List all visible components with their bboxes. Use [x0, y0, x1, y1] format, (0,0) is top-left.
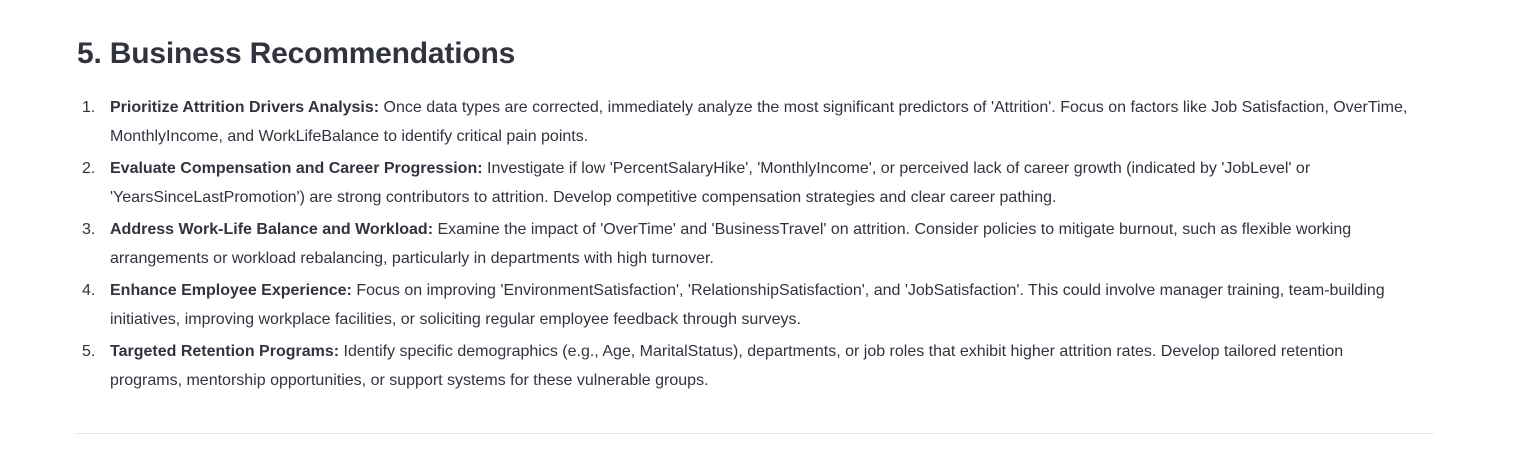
list-item-number: 3.: [82, 221, 96, 238]
list-item-number: 5.: [82, 343, 96, 360]
list-item: 2. Evaluate Compensation and Career Prog…: [77, 155, 1410, 212]
list-item-title: Prioritize Attrition Drivers Analysis:: [110, 99, 384, 116]
list-item: 1. Prioritize Attrition Drivers Analysis…: [77, 94, 1410, 151]
list-item-text: Once data types are corrected, immediate…: [110, 99, 1408, 145]
divider: [76, 433, 1434, 434]
list-item-title: Address Work-Life Balance and Workload:: [110, 221, 438, 238]
list-item-number: 2.: [82, 160, 96, 177]
list-item-number: 1.: [82, 99, 96, 116]
list-item-number: 4.: [82, 282, 96, 299]
recommendations-list: 1. Prioritize Attrition Drivers Analysis…: [77, 94, 1433, 395]
list-item-text: Identify specific demographics (e.g., Ag…: [110, 343, 1344, 389]
section-heading: 5. Business Recommendations: [77, 37, 516, 70]
list-item-title: Targeted Retention Programs:: [110, 343, 344, 360]
list-item-text: Focus on improving 'EnvironmentSatisfact…: [110, 282, 1385, 328]
list-item-text: Examine the impact of 'OverTime' and 'Bu…: [110, 221, 1352, 267]
list-item: 5. Targeted Retention Programs: Identify…: [77, 338, 1410, 395]
recommendations-section: 5. Business Recommendations 1. Prioritiz…: [77, 34, 1433, 399]
list-item-text: Investigate if low 'PercentSalaryHike', …: [110, 160, 1311, 206]
list-item: 4. Enhance Employee Experience: Focus on…: [77, 277, 1410, 334]
list-item-title: Enhance Employee Experience:: [110, 282, 357, 299]
list-item-title: Evaluate Compensation and Career Progres…: [110, 160, 487, 177]
list-item: 3. Address Work-Life Balance and Workloa…: [77, 216, 1410, 273]
